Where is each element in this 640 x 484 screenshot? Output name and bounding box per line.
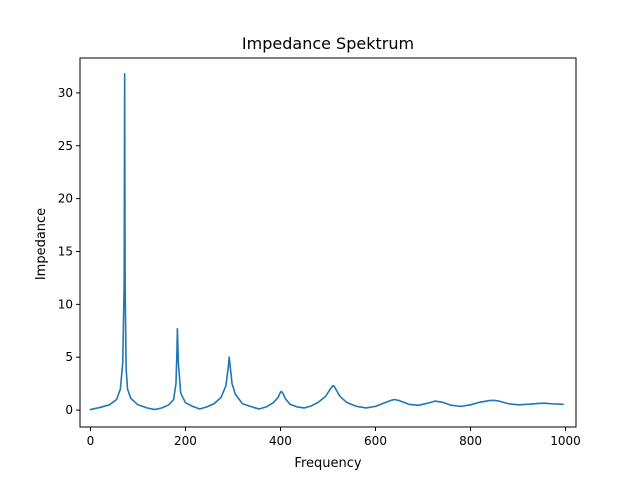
- x-tick-label: 0: [87, 434, 95, 448]
- x-tick-label: 200: [174, 434, 197, 448]
- series-line: [89, 73, 564, 411]
- series-layer: [89, 73, 564, 411]
- x-tick-label: 800: [459, 434, 482, 448]
- y-tick-label: 15: [58, 244, 73, 258]
- x-tick-label: 400: [269, 434, 292, 448]
- ticks-layer: 0 200 400 600 800 1000 0 5 10 15 20 25 30: [58, 86, 581, 448]
- x-tick-label: 600: [364, 434, 387, 448]
- x-tick-label: 1000: [550, 434, 581, 448]
- y-tick-label: 30: [58, 86, 73, 100]
- y-tick-label: 5: [65, 350, 73, 364]
- x-axis-label: Frequency: [294, 456, 361, 471]
- y-tick-label: 20: [58, 192, 73, 206]
- y-tick-label: 0: [65, 403, 73, 417]
- chart-title: Impedance Spektrum: [242, 34, 414, 53]
- y-axis-label: Impedance: [34, 208, 49, 280]
- plot-frame: [79, 57, 577, 428]
- y-tick-label: 25: [58, 139, 73, 153]
- y-tick-label: 10: [58, 297, 73, 311]
